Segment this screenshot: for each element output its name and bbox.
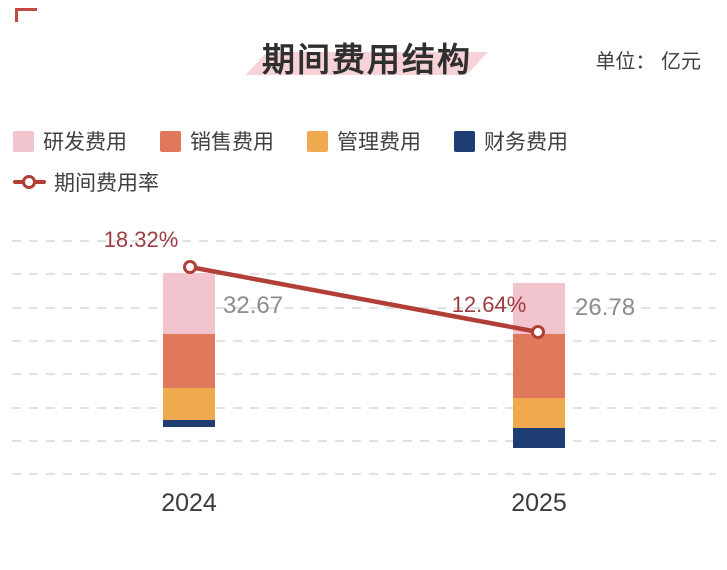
bar-segment-财务费用 [513, 428, 565, 448]
legend-swatch [160, 130, 181, 152]
rate-marker [183, 260, 197, 274]
legend-row-bars: 研发费用 销售费用 管理费用 财务费用 [13, 126, 601, 156]
bar-segment-管理费用 [163, 387, 215, 420]
legend-label: 管理费用 [337, 131, 421, 154]
legend-item[interactable]: 研发费用 [13, 126, 127, 156]
corner-mark [15, 8, 37, 22]
category-label: 2025 [511, 489, 567, 517]
bar-segment-研发费用 [163, 273, 215, 334]
gridline [12, 240, 716, 242]
rate-percent-label: 12.64% [451, 292, 527, 317]
bar-stack-2025 [513, 283, 565, 448]
category-label: 2024 [161, 489, 217, 517]
gridline [12, 439, 716, 442]
bar-stack-2024 [163, 273, 215, 427]
gridline [12, 339, 716, 342]
legend-item[interactable]: 财务费用 [454, 126, 568, 156]
unit-label: 单位： 亿元 [595, 51, 701, 73]
line-legend-marker [22, 175, 36, 189]
legend-swatch [307, 130, 328, 152]
bar-segment-销售费用 [513, 334, 565, 399]
legend-item[interactable]: 管理费用 [307, 126, 421, 156]
legend-row-line: 期间费用率 [13, 167, 601, 197]
bar-segment-销售费用 [163, 333, 215, 388]
total-value-label: 26.78 [575, 294, 636, 321]
legend-swatch [13, 130, 34, 152]
total-value-label: 32.67 [223, 292, 284, 319]
rate-percent-label: 18.32% [103, 227, 179, 252]
legend-label: 期间费用率 [54, 172, 159, 195]
gridline [12, 406, 716, 409]
gridline [12, 273, 716, 276]
page-title: 期间费用结构 [262, 41, 472, 78]
bar-segment-管理费用 [513, 398, 565, 429]
legend-item[interactable]: 销售费用 [160, 126, 274, 156]
legend-item-rate-line[interactable]: 期间费用率 [13, 167, 159, 197]
line-legend-icon [13, 171, 46, 193]
legend-label: 研发费用 [43, 131, 127, 154]
legend: 研发费用 销售费用 管理费用 财务费用 期间费用率 [13, 126, 601, 208]
bar-segment-财务费用 [163, 419, 215, 427]
gridline [12, 373, 716, 376]
legend-label: 财务费用 [484, 131, 568, 154]
gridline [12, 473, 716, 476]
legend-swatch [454, 130, 475, 152]
legend-label: 销售费用 [190, 131, 274, 154]
